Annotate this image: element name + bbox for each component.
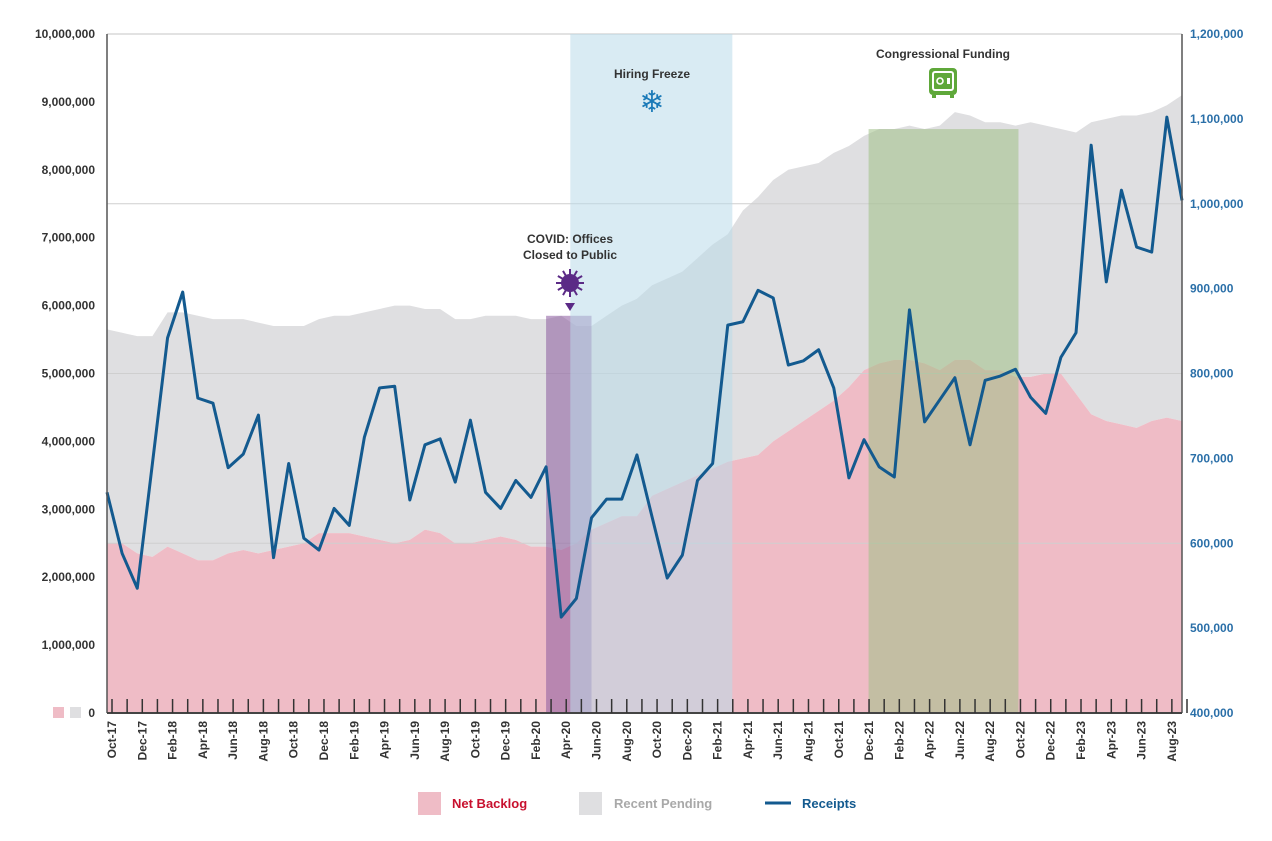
left-axis-tick-label: 0 [88,706,95,720]
right-axis-tick-label: 1,000,000 [1190,197,1244,211]
covid-label-line1: COVID: Offices [527,232,613,246]
x-axis-tick-label: Aug-18 [256,721,270,762]
left-axis-tick-label: 4,000,000 [42,434,96,448]
x-axis-tick-label: Aug-23 [1165,721,1179,762]
x-axis-tick-label: Feb-18 [166,721,180,760]
left-axis-tick-label: 7,000,000 [42,231,96,245]
x-axis-tick-label: Feb-19 [347,721,361,760]
right-axis-tick-label: 800,000 [1190,367,1234,381]
x-axis-tick-label: Aug-22 [983,721,997,762]
safe-icon [929,68,957,98]
x-axis-tick-label: Feb-23 [1074,721,1088,760]
legend: Net Backlog Recent Pending Receipts [418,792,856,815]
x-axis-tick-label: Jun-19 [408,721,422,760]
legend-label-recent-pending: Recent Pending [614,796,712,811]
x-axis-tick-label: Dec-21 [862,721,876,761]
x-axis-tick-label: Dec-18 [317,721,331,761]
legend-swatch-recent-pending [579,792,602,815]
x-axis-tick-label: Oct-17 [105,721,119,759]
left-axis-tick-label: 6,000,000 [42,299,96,313]
x-axis-tick-label: Jun-23 [1135,721,1149,760]
x-axis-tick-label: Oct-21 [832,721,846,759]
left-axis-tick-label: 3,000,000 [42,502,96,516]
congressional-funding-label: Congressional Funding [876,47,1010,61]
x-axis-tick-label: Oct-19 [468,721,482,759]
x-axis-tick-label: Apr-21 [741,721,755,759]
left-axis-tick-label: 8,000,000 [42,163,96,177]
x-axis-tick-label: Aug-20 [620,721,634,762]
right-axis-tick-label: 1,100,000 [1190,112,1244,126]
x-axis-tick-label: Dec-22 [1044,721,1058,761]
snowflake-icon: ❄ [639,86,664,119]
x-axis-tick-label: Apr-20 [559,721,573,759]
x-axis-tick-label: Apr-19 [378,721,392,759]
x-axis-tick-label: Jun-21 [771,721,785,760]
x-axis-tick-label: Apr-18 [196,721,210,759]
zero-backlog-swatch [53,707,64,718]
hiring-freeze-label: Hiring Freeze [614,67,690,81]
x-axis-tick-label: Dec-19 [499,721,513,761]
x-axis-tick-label: Dec-20 [680,721,694,761]
x-axis-tick-label: Oct-20 [650,721,664,759]
right-axis-tick-label: 600,000 [1190,536,1234,550]
x-axis-tick-label: Aug-19 [438,721,452,762]
legend-label-net-backlog: Net Backlog [452,796,527,811]
x-axis-tick-label: Jun-18 [226,721,240,760]
x-axis-tick-label: Jun-22 [953,721,967,760]
right-axis-tick-label: 400,000 [1190,706,1234,720]
x-axis-tick-label: Apr-23 [1104,721,1118,759]
x-axis-tick-label: Feb-22 [892,721,906,760]
x-axis-tick-label: Dec-17 [135,721,149,761]
x-axis-tick-label: Aug-21 [801,721,815,762]
x-axis-tick-label: Oct-22 [1013,721,1027,759]
left-axis-tick-label: 1,000,000 [42,638,96,652]
event-band [570,34,732,713]
event-band [869,129,1019,713]
x-axis-tick-label: Feb-21 [711,721,725,760]
x-axis-tick-label: Apr-22 [923,721,937,759]
legend-label-receipts: Receipts [802,796,856,811]
right-axis-tick-label: 500,000 [1190,621,1234,635]
zero-pending-swatch [70,707,81,718]
right-axis-tick-label: 1,200,000 [1190,27,1244,41]
left-axis-tick-label: 9,000,000 [42,95,96,109]
right-axis-tick-label: 700,000 [1190,451,1234,465]
covid-label-line2: Closed to Public [523,248,617,262]
x-axis-tick-label: Feb-20 [529,721,543,760]
legend-swatch-net-backlog [418,792,441,815]
x-axis-tick-label: Oct-18 [287,721,301,759]
x-axis-tick-label: Jun-20 [590,721,604,760]
left-axis-tick-label: 5,000,000 [42,367,96,381]
left-axis-tick-label: 2,000,000 [42,570,96,584]
right-axis-tick-label: 900,000 [1190,282,1234,296]
left-axis-tick-label: 10,000,000 [35,27,95,41]
